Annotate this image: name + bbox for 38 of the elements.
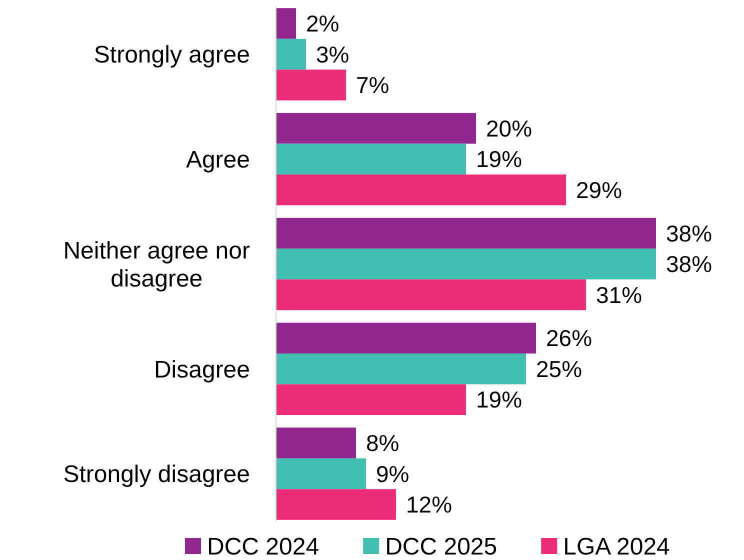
data-label: 31% [596, 282, 642, 308]
bar [276, 279, 586, 310]
bar [276, 8, 296, 39]
data-label: 25% [536, 356, 582, 382]
data-label: 12% [406, 492, 452, 518]
legend-label: DCC 2024 [207, 533, 320, 560]
y-tick-label: Strongly agree [94, 42, 250, 69]
y-tick-label: Neither agree nor disagree [63, 237, 250, 292]
bar [276, 218, 656, 249]
data-label: 3% [316, 41, 350, 68]
data-label: 19% [476, 146, 522, 172]
data-label: 2% [306, 10, 340, 37]
bar [276, 428, 356, 458]
data-label: 38% [666, 220, 712, 246]
bar [276, 384, 466, 416]
data-label: 9% [376, 460, 410, 487]
bar [276, 353, 526, 384]
bar [276, 112, 476, 144]
y-tick-label: Strongly disagree [63, 461, 250, 488]
bar [276, 38, 306, 70]
y-tick-label: Disagree [154, 356, 250, 384]
y-tick-label: Agree [186, 146, 250, 174]
data-label: 29% [576, 176, 622, 203]
data-label: 8% [366, 430, 400, 456]
bar [276, 144, 466, 175]
data-label: 19% [476, 386, 522, 413]
data-label: 7% [356, 72, 390, 98]
data-label: 20% [486, 115, 532, 142]
bar [276, 70, 346, 100]
bar [276, 322, 536, 354]
legend-label: DCC 2025 [385, 533, 498, 560]
bar [276, 489, 396, 520]
data-label: 26% [546, 325, 592, 352]
legend-label: LGA 2024 [563, 533, 670, 560]
bar [276, 458, 366, 490]
bar [276, 174, 566, 206]
bar [276, 248, 656, 280]
data-label: 38% [666, 251, 712, 278]
